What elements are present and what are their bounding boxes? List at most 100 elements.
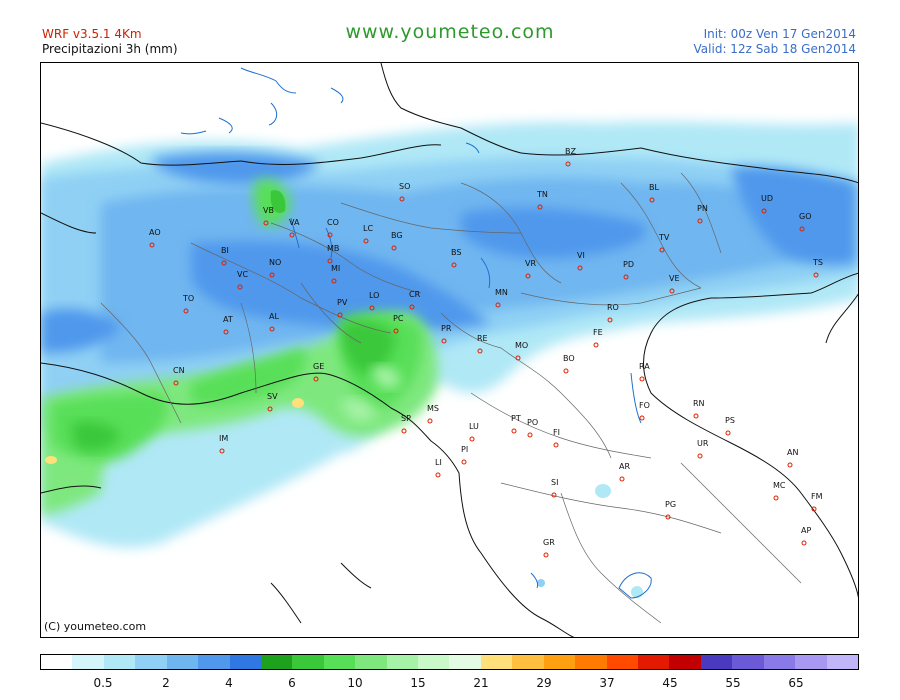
city-marker-icon — [313, 376, 319, 382]
city-marker-icon — [787, 462, 793, 468]
city-lo: LO — [369, 291, 379, 311]
city-label: PR — [441, 324, 452, 333]
city-marker-icon — [649, 197, 655, 203]
city-label: SI — [551, 478, 558, 487]
city-marker-icon — [593, 342, 599, 348]
city-label: BO — [563, 354, 575, 363]
city-label: VB — [263, 206, 274, 215]
legend-tick-label: 4 — [225, 676, 233, 690]
precipitation-map: AO VB VA CO LC SO BG MB BI NO MI VC TO AT AL PV LO CR PC BS… — [40, 62, 859, 638]
city-at: AT — [223, 315, 233, 335]
city-no: NO — [269, 258, 281, 278]
city-lu: LU — [469, 422, 479, 442]
city-marker-icon — [665, 514, 671, 520]
city-label: PT — [511, 414, 521, 423]
city-label: MS — [427, 404, 439, 413]
city-cr: CR — [409, 290, 421, 310]
legend-swatch — [606, 655, 639, 669]
legend-swatch — [418, 655, 450, 669]
city-label: UR — [697, 439, 709, 448]
city-label: MI — [331, 264, 340, 273]
legend-tick-label: 2 — [162, 676, 170, 690]
city-ts: TS — [812, 258, 823, 278]
city-po: PO — [527, 418, 538, 438]
city-label: PO — [527, 418, 538, 427]
city-label: MC — [773, 481, 786, 490]
city-marker-icon — [263, 220, 269, 226]
legend-tick-label: 15 — [410, 676, 426, 690]
city-marker-icon — [619, 476, 625, 482]
city-ra: RA — [639, 362, 650, 382]
city-label: MO — [515, 341, 528, 350]
city-label: PS — [725, 416, 735, 425]
city-marker-icon — [391, 245, 397, 251]
city-label: PC — [393, 314, 404, 323]
city-label: PG — [665, 500, 676, 509]
city-al: AL — [269, 312, 279, 332]
city-bz: BZ — [565, 147, 576, 167]
city-label: AP — [801, 526, 811, 535]
city-label: FI — [553, 428, 560, 437]
legend-tick-label: 0.5 — [93, 676, 113, 690]
city-marker-icon — [697, 453, 703, 459]
city-to: TO — [182, 294, 194, 314]
city-label: BL — [649, 183, 659, 192]
city-marker-icon — [401, 428, 407, 434]
city-label: PI — [461, 445, 468, 454]
city-label: VR — [525, 259, 536, 268]
city-marker-icon — [461, 459, 467, 465]
city-label: SP — [401, 414, 411, 423]
city-pc: PC — [393, 314, 404, 334]
copyright: (C) youmeteo.com — [44, 620, 147, 633]
city-label: RO — [607, 303, 619, 312]
city-label: AN — [787, 448, 798, 457]
city-marker-icon — [659, 247, 665, 253]
city-go: GO — [799, 212, 812, 232]
legend-tick-label: 29 — [536, 676, 552, 690]
city-marker-icon — [331, 278, 337, 284]
city-marker-icon — [669, 288, 675, 294]
legend-swatch — [103, 655, 136, 669]
city-marker-icon — [369, 305, 375, 311]
city-label: LI — [435, 458, 442, 467]
city-ud: UD — [761, 194, 773, 214]
city-marker-icon — [363, 238, 369, 244]
city-gr: GR — [543, 538, 555, 558]
city-label: AO — [149, 228, 161, 237]
city-fo: FO — [639, 401, 650, 421]
city-label: PN — [697, 204, 708, 213]
city-va: VA — [289, 218, 300, 238]
city-label: TN — [536, 190, 548, 199]
legend-swatch — [732, 655, 764, 669]
city-marker-icon — [223, 329, 229, 335]
city-marker-icon — [399, 196, 405, 202]
legend-swatch — [41, 655, 73, 669]
city-label: BI — [221, 246, 229, 255]
city-marker-icon — [761, 208, 767, 214]
city-marker-icon — [697, 218, 703, 224]
city-marker-icon — [553, 442, 559, 448]
city-ms: MS — [427, 404, 439, 424]
city-label: LO — [369, 291, 379, 300]
city-sv: SV — [267, 392, 278, 412]
city-label: BZ — [565, 147, 576, 156]
city-pt: PT — [511, 414, 521, 434]
variable-label: Precipitazioni 3h (mm) — [42, 42, 178, 56]
city-fm: FM — [811, 492, 823, 512]
legend-tick-label: 55 — [725, 676, 741, 690]
legend-tick-label: 10 — [347, 676, 363, 690]
city-marker-icon — [543, 552, 549, 558]
city-marker-icon — [451, 262, 457, 268]
city-label: RN — [693, 399, 705, 408]
city-bs: BS — [451, 248, 461, 268]
city-pv: PV — [337, 298, 348, 318]
city-pi: PI — [461, 445, 468, 465]
city-label: TO — [182, 294, 194, 303]
valid-time: Valid: 12z Sab 18 Gen2014 — [693, 42, 856, 56]
city-label: FO — [639, 401, 650, 410]
city-label: GO — [799, 212, 812, 221]
city-marker-icon — [183, 308, 189, 314]
city-marker-icon — [435, 472, 441, 478]
city-marker-icon — [469, 436, 475, 442]
city-marker-icon — [623, 274, 629, 280]
